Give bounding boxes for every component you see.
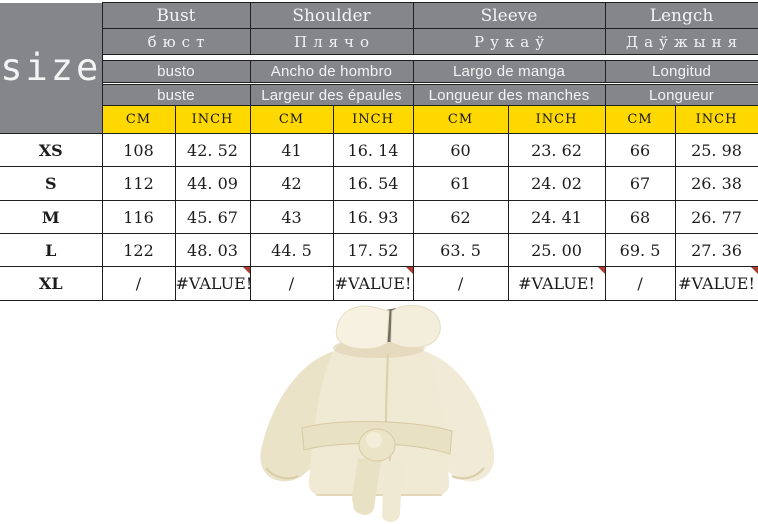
cell-m-shoulder-inch: 16. 93	[332, 200, 414, 234]
row-label-s: S	[0, 166, 103, 201]
unit-shoulder-inch: INCH	[332, 105, 414, 134]
header-length-en: Lengch	[604, 2, 758, 29]
size-row-xl: XL / #VALUE! / #VALUE! / #VALUE! / #VALU…	[0, 266, 758, 301]
header-bust-es: busto	[101, 60, 251, 83]
header-sleeve-cyr: Рукаў	[412, 28, 606, 55]
row-label-l: L	[0, 233, 103, 267]
error-value: #VALUE!	[175, 274, 250, 293]
cell-s-shoulder-cm: 42	[249, 166, 334, 201]
cell-l-shoulder-inch: 17. 52	[332, 233, 414, 267]
cell-xl-shoulder-inch: #VALUE!	[332, 266, 414, 301]
size-row-m: M 116 45. 67 43 16. 93 62 24. 41 68 26. …	[0, 200, 758, 234]
header-row-cyrillic: бюст Плячо Рукаў Даўжыня	[0, 28, 758, 55]
header-shoulder-fr: Largeur des épaules	[249, 84, 414, 106]
header-row-spanish: busto Ancho de hombro Largo de manga Lon…	[0, 60, 758, 83]
cell-xs-shoulder-cm: 41	[249, 133, 334, 167]
cell-xl-shoulder-cm: /	[249, 266, 334, 301]
cell-xs-sleeve-inch: 23. 62	[507, 133, 606, 167]
size-row-s: S 112 44. 09 42 16. 54 61 24. 02 67 26. …	[0, 166, 758, 201]
cell-xl-sleeve-cm: /	[412, 266, 509, 301]
cell-l-bust-inch: 48. 03	[174, 233, 251, 267]
cell-m-bust-inch: 45. 67	[174, 200, 251, 234]
cell-m-length-inch: 26. 77	[674, 200, 758, 234]
header-sleeve-es: Largo de manga	[412, 60, 606, 83]
cell-xs-bust-cm: 108	[101, 133, 176, 167]
cell-xl-length-cm: /	[604, 266, 676, 301]
cell-xs-length-cm: 66	[604, 133, 676, 167]
product-photo-coat	[240, 298, 510, 524]
unit-row: CM INCH CM INCH CM INCH CM INCH	[0, 105, 758, 134]
unit-bust-inch: INCH	[174, 105, 251, 134]
cell-l-sleeve-inch: 25. 00	[507, 233, 606, 267]
coat-illustration	[260, 304, 495, 523]
cell-l-length-inch: 27. 36	[674, 233, 758, 267]
cell-s-bust-inch: 44. 09	[174, 166, 251, 201]
spacer-row	[0, 54, 758, 61]
cell-l-length-cm: 69. 5	[604, 233, 676, 267]
error-value: #VALUE!	[678, 274, 755, 293]
cell-s-sleeve-inch: 24. 02	[507, 166, 606, 201]
cell-xl-sleeve-inch: #VALUE!	[507, 266, 606, 301]
unit-bust-cm: CM	[101, 105, 176, 134]
error-value: #VALUE!	[334, 274, 412, 293]
cell-xl-bust-inch: #VALUE!	[174, 266, 251, 301]
error-indicator-icon	[405, 267, 413, 274]
spacer-cell	[102, 54, 758, 61]
header-shoulder-en: Shoulder	[249, 2, 414, 29]
cell-xs-shoulder-inch: 16. 14	[332, 133, 414, 167]
cell-m-sleeve-inch: 24. 41	[507, 200, 606, 234]
unit-length-cm: CM	[604, 105, 676, 134]
cell-l-shoulder-cm: 44. 5	[249, 233, 334, 267]
header-shoulder-cyr: Плячо	[249, 28, 414, 55]
cell-s-length-cm: 67	[604, 166, 676, 201]
cell-l-bust-cm: 122	[101, 233, 176, 267]
cell-s-length-inch: 26. 38	[674, 166, 758, 201]
header-row-french: buste Largeur des épaules Longueur des m…	[0, 84, 758, 106]
size-row-xs: XS 108 42. 52 41 16. 14 60 23. 62 66 25.…	[0, 133, 758, 167]
size-title: size	[0, 2, 103, 134]
header-length-es: Longitud	[604, 60, 758, 83]
cell-m-length-cm: 68	[604, 200, 676, 234]
cell-xs-bust-inch: 42. 52	[174, 133, 251, 167]
cell-l-sleeve-cm: 63. 5	[412, 233, 509, 267]
header-bust-en: Bust	[101, 2, 251, 29]
cell-xs-sleeve-cm: 60	[412, 133, 509, 167]
size-chart-table: size Bust Shoulder Sleeve Lengch бюст Пл…	[0, 2, 758, 301]
cell-m-bust-cm: 116	[101, 200, 176, 234]
error-value: #VALUE!	[518, 274, 595, 293]
unit-shoulder-cm: CM	[249, 105, 334, 134]
header-length-fr: Longueur	[604, 84, 758, 106]
error-indicator-icon	[242, 267, 249, 274]
header-bust-fr: buste	[101, 84, 251, 106]
cell-m-sleeve-cm: 62	[412, 200, 509, 234]
size-row-l: L 122 48. 03 44. 5 17. 52 63. 5 25. 00 6…	[0, 233, 758, 267]
cell-m-shoulder-cm: 43	[249, 200, 334, 234]
error-indicator-icon	[750, 267, 758, 274]
cell-xl-bust-cm: /	[101, 266, 176, 301]
row-label-m: M	[0, 200, 103, 234]
cell-s-bust-cm: 112	[101, 166, 176, 201]
cell-s-sleeve-cm: 61	[412, 166, 509, 201]
row-label-xs: XS	[0, 133, 103, 167]
unit-sleeve-inch: INCH	[507, 105, 606, 134]
header-bust-cyr: бюст	[101, 28, 251, 55]
header-shoulder-es: Ancho de hombro	[249, 60, 414, 83]
unit-length-inch: INCH	[674, 105, 758, 134]
unit-sleeve-cm: CM	[412, 105, 509, 134]
cell-xs-length-inch: 25. 98	[674, 133, 758, 167]
cell-xl-length-inch: #VALUE!	[674, 266, 758, 301]
cell-s-shoulder-inch: 16. 54	[332, 166, 414, 201]
header-sleeve-fr: Longueur des manches	[412, 84, 606, 106]
spacer-cell	[102, 82, 758, 85]
error-indicator-icon	[597, 267, 605, 274]
header-sleeve-en: Sleeve	[412, 2, 606, 29]
spacer-row	[0, 82, 758, 85]
header-length-cyr: Даўжыня	[604, 28, 758, 55]
header-row-english: size Bust Shoulder Sleeve Lengch	[0, 2, 758, 134]
row-label-xl: XL	[0, 266, 103, 301]
